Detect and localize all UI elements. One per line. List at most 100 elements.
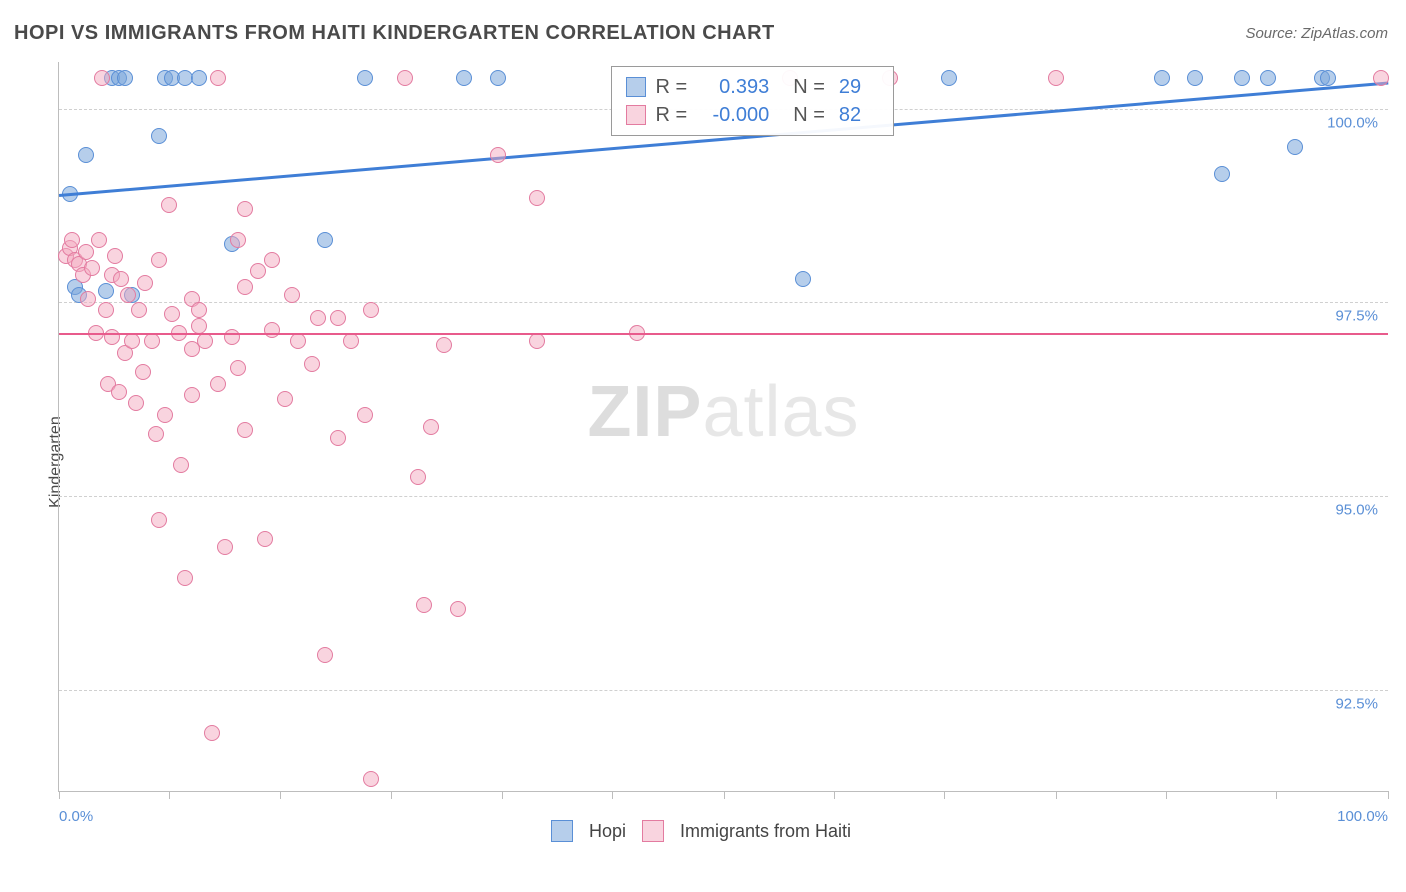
data-point [161, 197, 177, 213]
data-point [264, 252, 280, 268]
data-point [177, 570, 193, 586]
data-point [173, 457, 189, 473]
data-point [217, 539, 233, 555]
data-point [1320, 70, 1336, 86]
legend-row: R = 0.393 N = 29 [626, 73, 879, 101]
data-point [91, 232, 107, 248]
data-point [529, 333, 545, 349]
x-tick [1056, 791, 1057, 799]
n-value: 82 [839, 101, 879, 129]
x-tick [59, 791, 60, 799]
data-point [490, 147, 506, 163]
y-tick-label: 100.0% [1327, 114, 1378, 131]
data-point [330, 430, 346, 446]
correlation-legend: R = 0.393 N = 29 R = -0.000 N = 82 [611, 66, 894, 136]
data-point [64, 232, 80, 248]
data-point [151, 512, 167, 528]
data-point [191, 318, 207, 334]
data-point [1187, 70, 1203, 86]
data-point [1373, 70, 1389, 86]
legend-row: R = -0.000 N = 82 [626, 101, 879, 129]
data-point [113, 271, 129, 287]
data-point [363, 302, 379, 318]
data-point [290, 333, 306, 349]
x-tick [1276, 791, 1277, 799]
source-attribution: Source: ZipAtlas.com [1245, 25, 1388, 42]
watermark: ZIPatlas [587, 371, 859, 453]
data-point [423, 419, 439, 435]
legend-swatch-haiti [642, 820, 664, 842]
data-point [184, 387, 200, 403]
data-point [191, 70, 207, 86]
chart-header: HOPI VS IMMIGRANTS FROM HAITI KINDERGART… [0, 0, 1406, 55]
data-point [237, 201, 253, 217]
y-tick-label: 92.5% [1335, 696, 1378, 713]
r-value: -0.000 [697, 101, 769, 129]
data-point [98, 283, 114, 299]
legend-swatch [626, 105, 646, 125]
data-point [94, 70, 110, 86]
r-label: R = [656, 73, 688, 101]
data-point [397, 70, 413, 86]
trend-line [59, 333, 1388, 335]
r-value: 0.393 [697, 73, 769, 101]
data-point [317, 232, 333, 248]
y-tick-label: 95.0% [1335, 502, 1378, 519]
r-label: R = [656, 101, 688, 129]
data-point [107, 248, 123, 264]
data-point [941, 70, 957, 86]
watermark-bold: ZIP [587, 372, 702, 452]
n-label: N = [793, 101, 825, 129]
watermark-light: atlas [702, 372, 859, 452]
data-point [416, 597, 432, 613]
data-point [148, 426, 164, 442]
data-point [795, 271, 811, 287]
x-tick [280, 791, 281, 799]
data-point [197, 333, 213, 349]
data-point [224, 329, 240, 345]
data-point [80, 291, 96, 307]
data-point [1234, 70, 1250, 86]
data-point [456, 70, 472, 86]
data-point [1260, 70, 1276, 86]
legend-swatch [626, 77, 646, 97]
data-point [529, 190, 545, 206]
data-point [111, 384, 127, 400]
data-point [436, 337, 452, 353]
chart-title: HOPI VS IMMIGRANTS FROM HAITI KINDERGART… [14, 22, 775, 45]
gridline-h [59, 302, 1388, 303]
data-point [310, 310, 326, 326]
data-point [357, 70, 373, 86]
n-value: 29 [839, 73, 879, 101]
y-tick-label: 97.5% [1335, 308, 1378, 325]
data-point [490, 70, 506, 86]
data-point [151, 128, 167, 144]
data-point [237, 279, 253, 295]
data-point [128, 395, 144, 411]
gridline-h [59, 690, 1388, 691]
data-point [104, 329, 120, 345]
data-point [363, 771, 379, 787]
data-point [330, 310, 346, 326]
data-point [78, 147, 94, 163]
x-tick [502, 791, 503, 799]
x-tick [169, 791, 170, 799]
legend-label-hopi: Hopi [589, 821, 626, 842]
data-point [151, 252, 167, 268]
n-label: N = [793, 73, 825, 101]
data-point [284, 287, 300, 303]
x-tick [1166, 791, 1167, 799]
data-point [277, 391, 293, 407]
x-tick [724, 791, 725, 799]
data-point [357, 407, 373, 423]
x-tick [612, 791, 613, 799]
x-tick [391, 791, 392, 799]
data-point [84, 260, 100, 276]
data-point [210, 376, 226, 392]
data-point [230, 232, 246, 248]
chart-container: Kindergarten ZIPatlas 100.0%97.5%95.0%92… [14, 62, 1388, 862]
data-point [204, 725, 220, 741]
data-point [131, 302, 147, 318]
gridline-h [59, 496, 1388, 497]
data-point [410, 469, 426, 485]
